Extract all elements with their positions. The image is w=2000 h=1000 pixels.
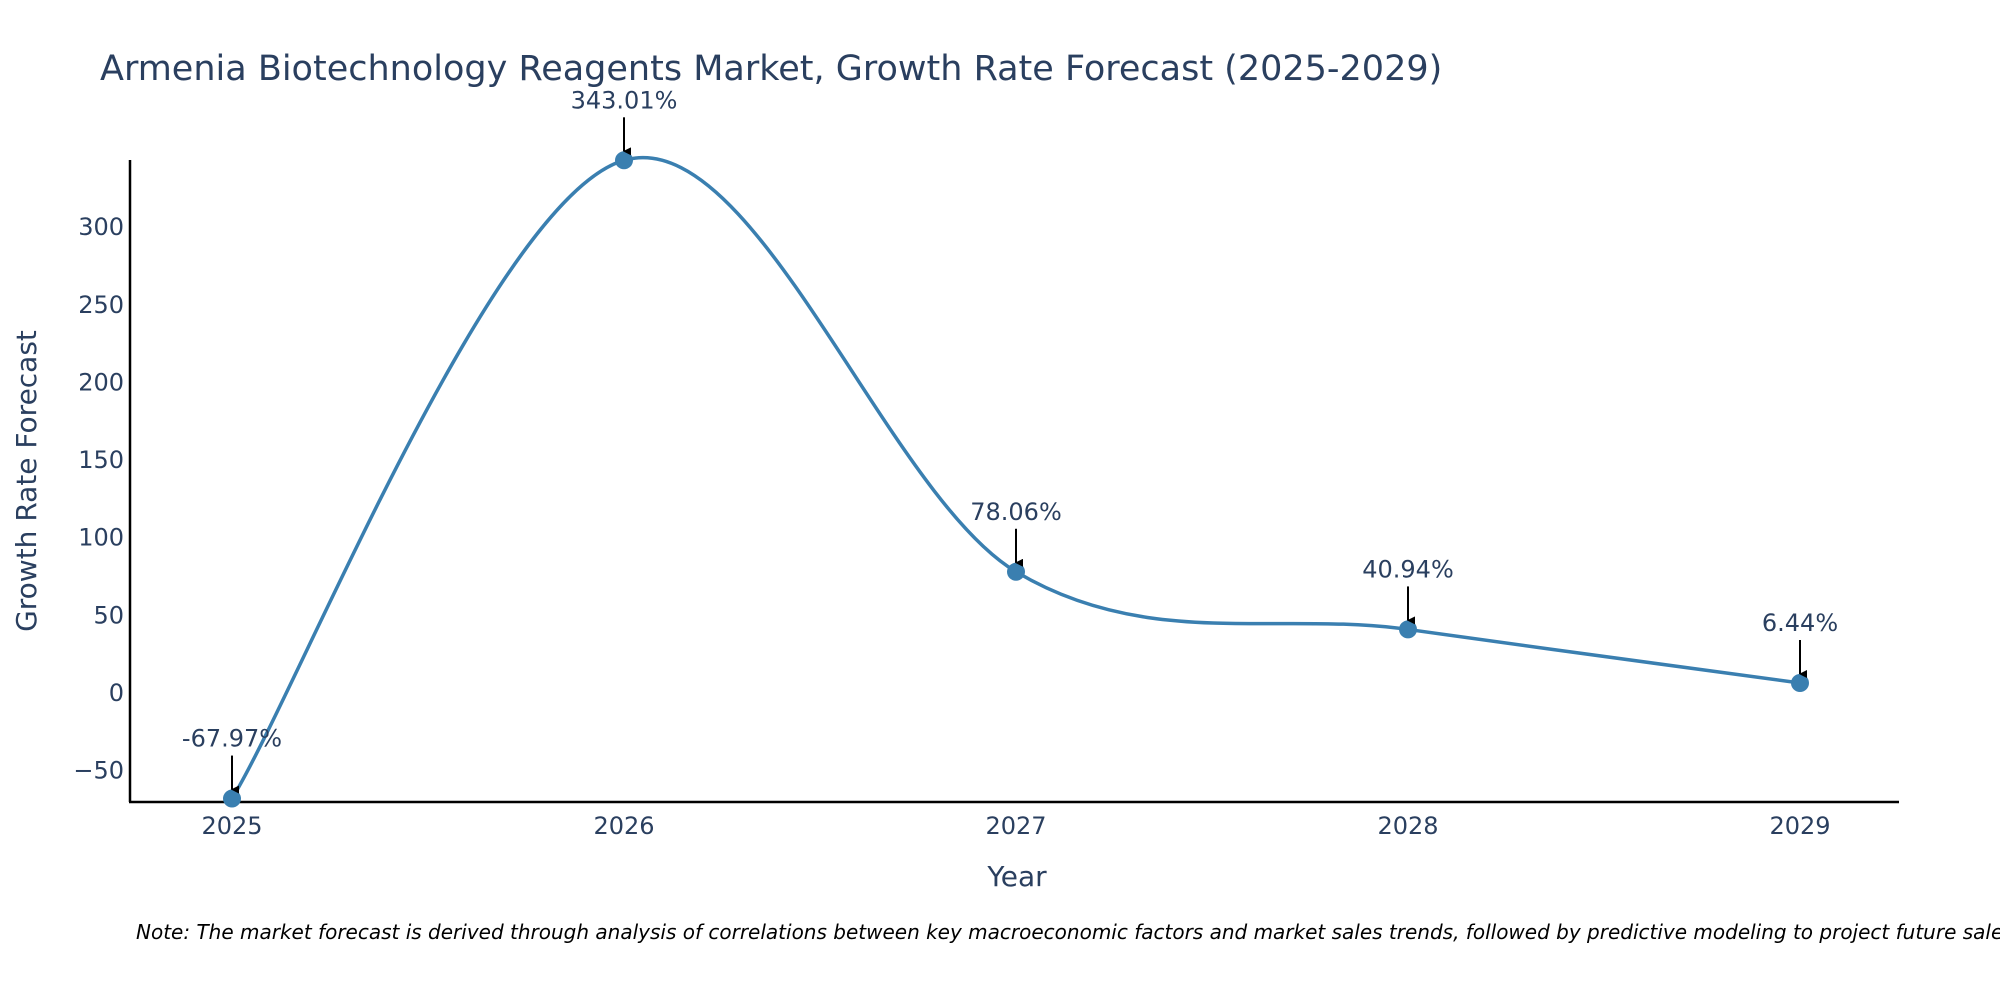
- y-tick-label: 200: [78, 368, 124, 396]
- data-point: [1791, 673, 1809, 692]
- data-label: 343.01%: [571, 86, 678, 114]
- data-point: [223, 789, 241, 808]
- data-point: [1399, 620, 1417, 639]
- data-point: [1007, 562, 1025, 581]
- x-tick-label: 2025: [201, 812, 262, 840]
- y-tick-label: 150: [78, 446, 124, 474]
- data-label: 78.06%: [970, 498, 1062, 526]
- chart-title: Armenia Biotechnology Reagents Market, G…: [100, 49, 1442, 89]
- y-tick-label: 0: [109, 679, 124, 707]
- y-tick-label: 100: [78, 524, 124, 552]
- y-axis-title: Growth Rate Forecast: [10, 330, 43, 632]
- data-label: 6.44%: [1762, 609, 1838, 637]
- x-tick-label: 2026: [593, 812, 654, 840]
- data-points: [223, 151, 1809, 808]
- x-tick-label: 2028: [1377, 812, 1438, 840]
- y-tick-label: 50: [93, 601, 124, 629]
- x-tick-label: 2027: [985, 812, 1046, 840]
- y-tick-label: −50: [73, 757, 124, 785]
- x-tick-label: 2029: [1769, 812, 1830, 840]
- series-line: [230, 156, 1801, 800]
- data-label: 40.94%: [1362, 555, 1454, 583]
- y-axis-ticks: −50 0 50 100 150 200 250 300: [73, 213, 124, 785]
- data-label: -67.97%: [182, 725, 282, 753]
- y-tick-label: 300: [78, 213, 124, 241]
- data-labels: -67.97% 343.01% 78.06% 40.94% 6.44%: [182, 86, 1838, 794]
- y-tick-label: 250: [78, 291, 124, 319]
- x-axis-title: Year: [986, 860, 1047, 893]
- x-axis-ticks: 2025 2026 2027 2028 2029: [201, 812, 1830, 840]
- data-point: [615, 151, 633, 170]
- footnote: Note: The market forecast is derived thr…: [136, 920, 2000, 944]
